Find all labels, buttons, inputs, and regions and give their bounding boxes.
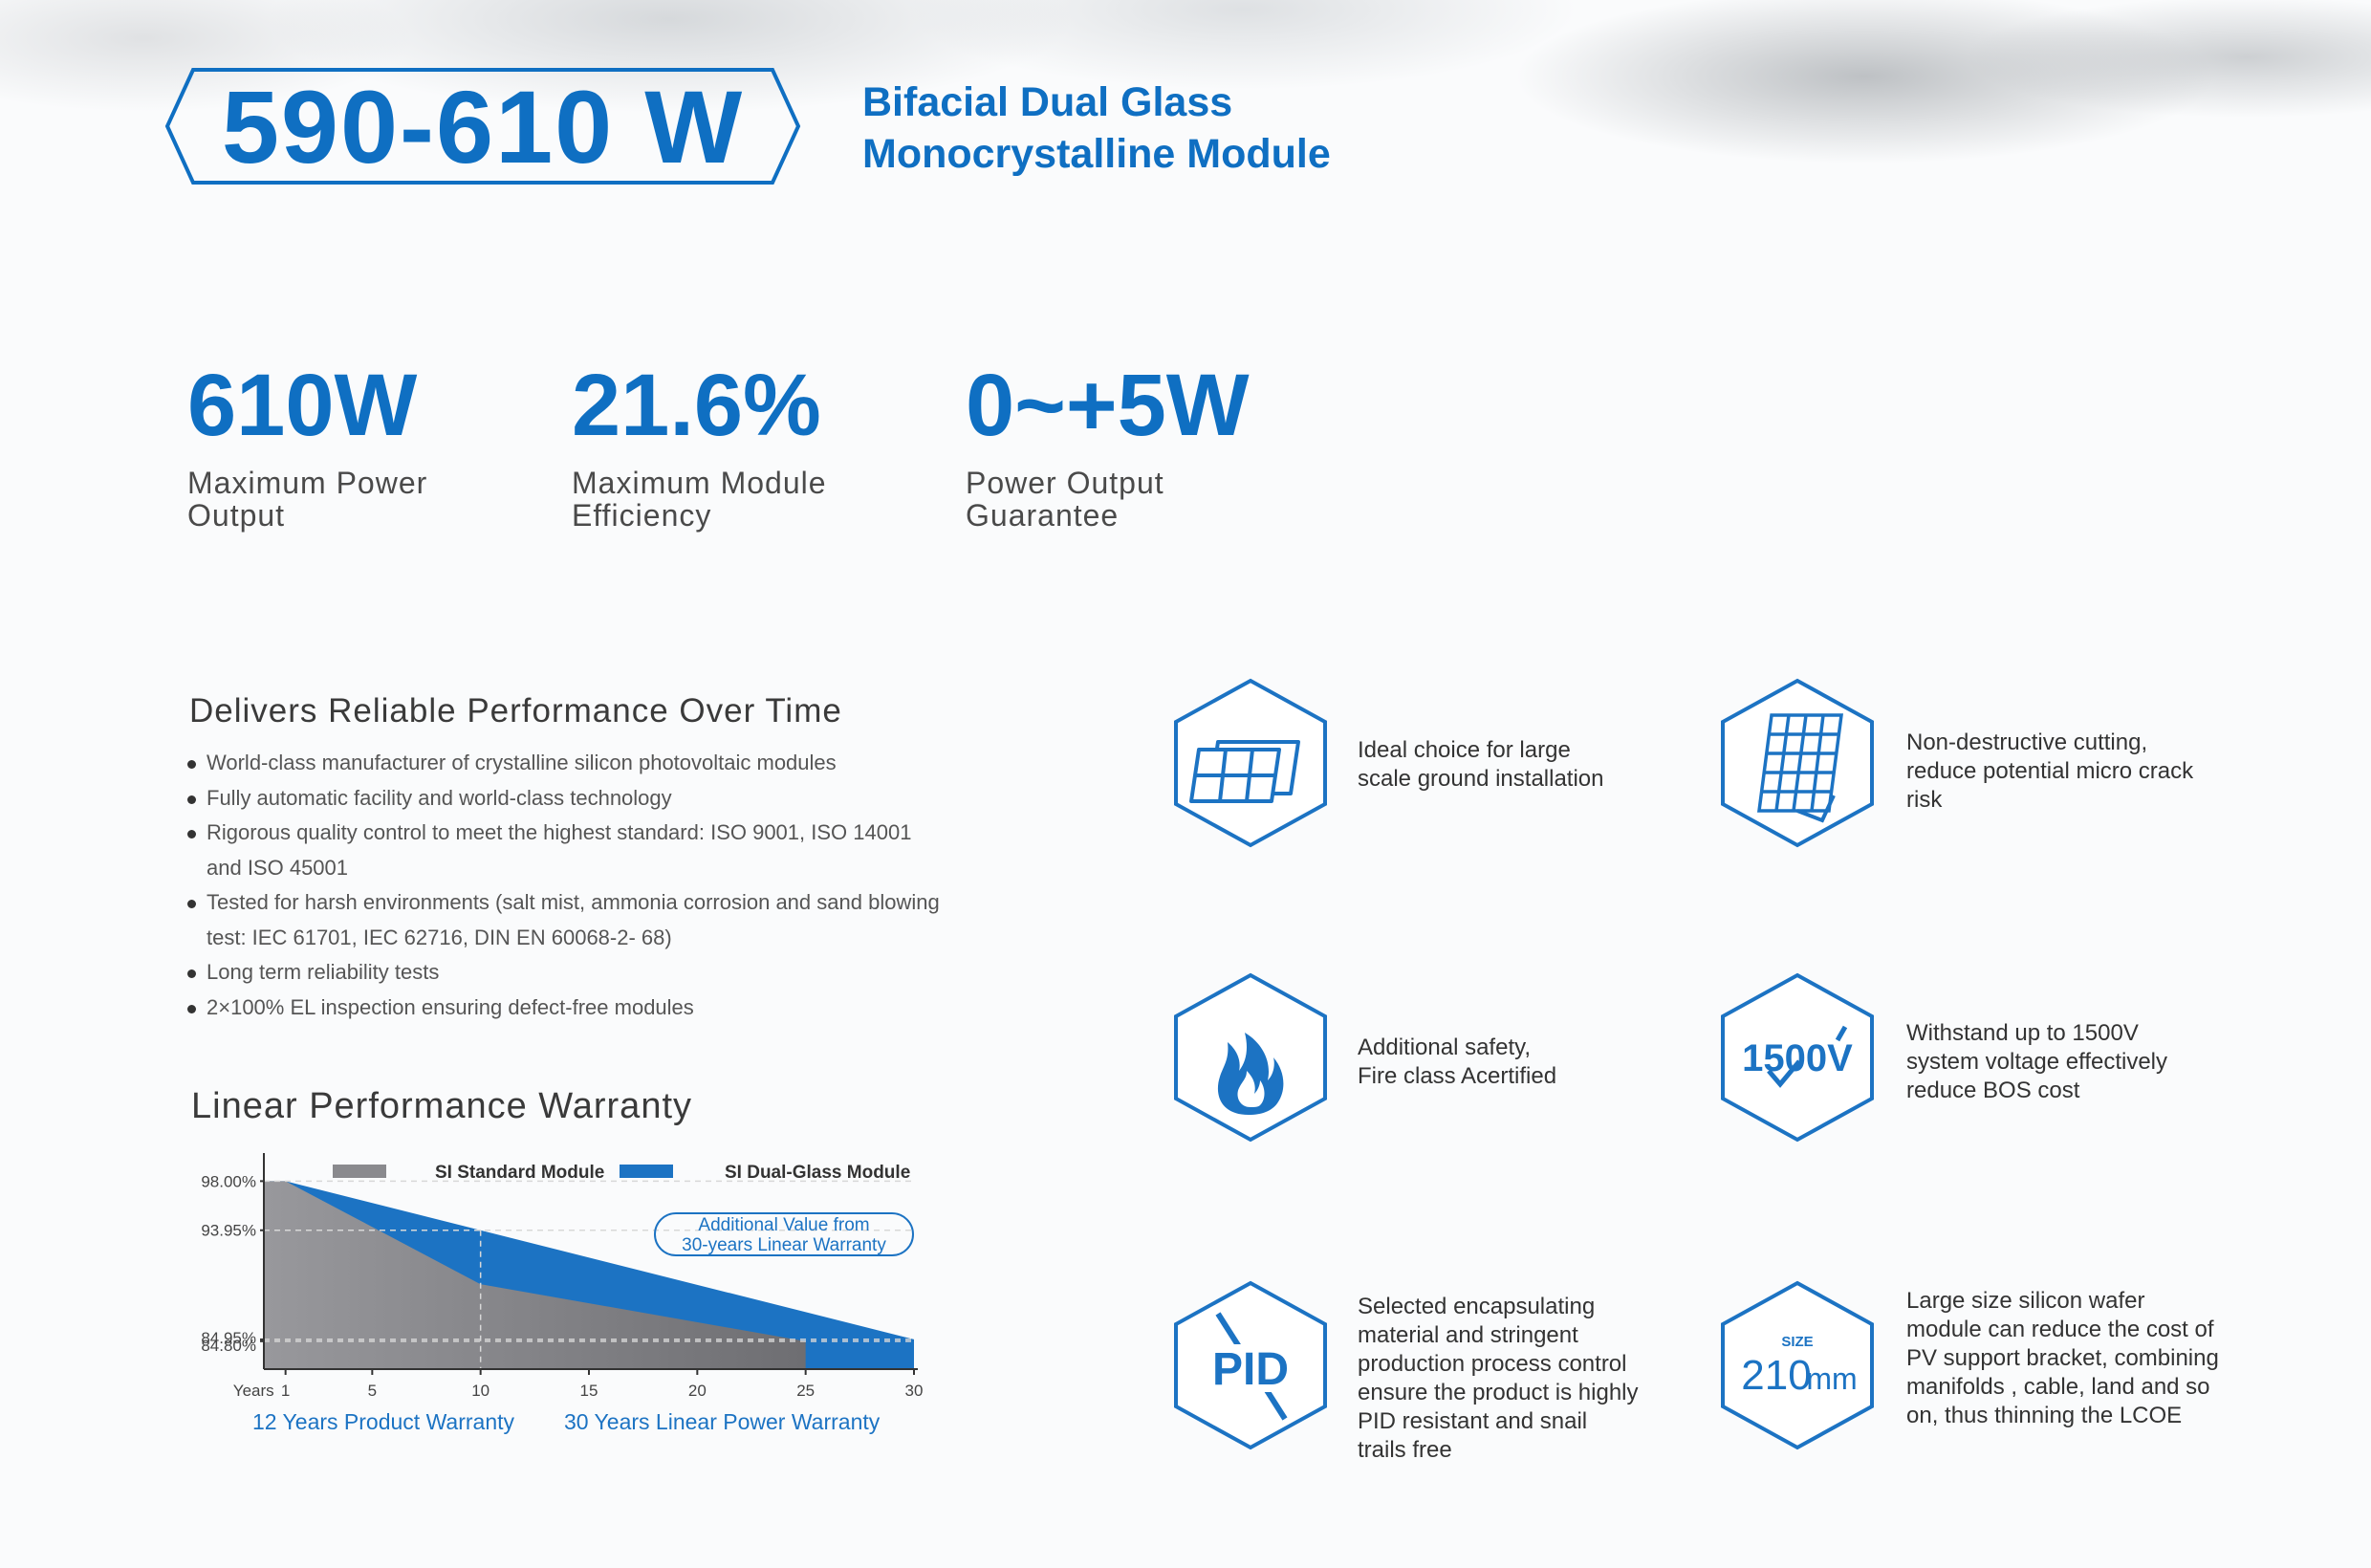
x-tick-label: 20: [688, 1382, 707, 1400]
list-item: Fully automatic facility and world-class…: [187, 781, 952, 817]
spec-value: 0~+5W: [966, 357, 1250, 454]
performance-bullet-list: World-class manufacturer of crystalline …: [187, 746, 952, 1025]
svg-text:mm: mm: [1806, 1361, 1857, 1396]
voltage-1500v-icon: 1500V: [1721, 972, 1874, 1143]
performance-heading: Delivers Reliable Performance Over Time: [189, 692, 842, 730]
solar-array-icon: [1174, 678, 1327, 848]
spec-power-guarantee: 0~+5W Power Output Guarantee: [966, 361, 1250, 532]
power-warranty-label: 30 Years Linear Power Warranty: [564, 1409, 881, 1434]
x-tick-label: 15: [580, 1382, 598, 1400]
power-range: 590-610 W: [221, 68, 745, 185]
x-tick-label: 5: [368, 1382, 377, 1400]
x-tick-label: 1: [281, 1382, 290, 1400]
feature-text-wafer: Large size silicon wafer module can reduc…: [1906, 1288, 2219, 1428]
legend-swatch-standard: [333, 1165, 386, 1178]
feature-text-ground: Ideal choice for large scale ground insta…: [1358, 737, 1604, 792]
subtitle-line-2: Monocrystalline Module: [862, 131, 1331, 177]
legend-label-standard: SI Standard Module: [435, 1163, 604, 1183]
y-tick-label: 93.95%: [201, 1222, 256, 1240]
series-standard-area: [264, 1181, 806, 1369]
svg-text:210: 210: [1741, 1352, 1811, 1399]
feature-text-fire: Additional safety, Fire class Acertified: [1358, 1034, 1557, 1089]
list-item: 2×100% EL inspection ensuring defect-fre…: [187, 991, 952, 1026]
warranty-heading: Linear Performance Warranty: [191, 1086, 693, 1126]
spec-max-efficiency: 21.6% Maximum Module Efficiency: [572, 361, 827, 532]
product-warranty-label: 12 Years Product Warranty: [252, 1409, 515, 1434]
product-subtitle: Bifacial Dual Glass Monocrystalline Modu…: [862, 76, 1331, 180]
spec-value: 610W: [187, 357, 418, 454]
x-tick-label: 10: [471, 1382, 489, 1400]
list-item: World-class manufacturer of crystalline …: [187, 746, 952, 781]
flame-icon: [1174, 972, 1327, 1143]
svg-text:1500V: 1500V: [1742, 1037, 1853, 1079]
legend-label-dual-glass: SI Dual-Glass Module: [725, 1163, 910, 1183]
x-axis-prefix: Years: [233, 1382, 274, 1400]
list-item: Long term reliability tests: [187, 955, 952, 991]
subtitle-line-1: Bifacial Dual Glass: [862, 79, 1233, 125]
cut-cell-grid-icon: [1721, 678, 1874, 848]
x-tick-label: 30: [905, 1382, 924, 1400]
spec-max-power: 610W Maximum Power Output: [187, 361, 427, 532]
pid-icon: PID: [1174, 1280, 1327, 1450]
feature-text-pid: Selected encapsulating material and strin…: [1358, 1294, 1639, 1463]
additional-value-note: Additional Value from 30-years Linear War…: [654, 1212, 914, 1256]
list-item: Rigorous quality control to meet the hig…: [187, 816, 952, 885]
svg-text:SIZE: SIZE: [1781, 1334, 1813, 1350]
x-tick-label: 25: [796, 1382, 815, 1400]
spec-label: Maximum Power Output: [187, 466, 428, 533]
spec-label: Maximum Module Efficiency: [572, 466, 827, 533]
spec-label: Power Output Guarantee: [966, 466, 1164, 533]
warranty-chart: 98.00%93.95%84.95%84.80%1 5 10 15 20 25 30Year…: [201, 1153, 924, 1400]
list-item: Tested for harsh environments (salt mist…: [187, 885, 952, 955]
y-tick-label: 84.95%: [201, 1329, 256, 1347]
wafer-size-icon: SIZE 210 mm: [1721, 1280, 1874, 1450]
y-tick-label: 98.00%: [201, 1172, 256, 1190]
cloud-background: [0, 0, 2371, 287]
svg-text:PID: PID: [1212, 1344, 1289, 1395]
y-tick-label: 84.80%: [201, 1337, 256, 1355]
feature-text-cutting: Non-destructive cutting, reduce potential…: [1906, 730, 2194, 813]
feature-text-voltage: Withstand up to 1500V system voltage effe…: [1906, 1020, 2168, 1103]
power-range-badge: 590-610 W: [164, 67, 801, 185]
legend-swatch-dual-glass: [620, 1165, 673, 1178]
spec-value: 21.6%: [572, 357, 821, 454]
